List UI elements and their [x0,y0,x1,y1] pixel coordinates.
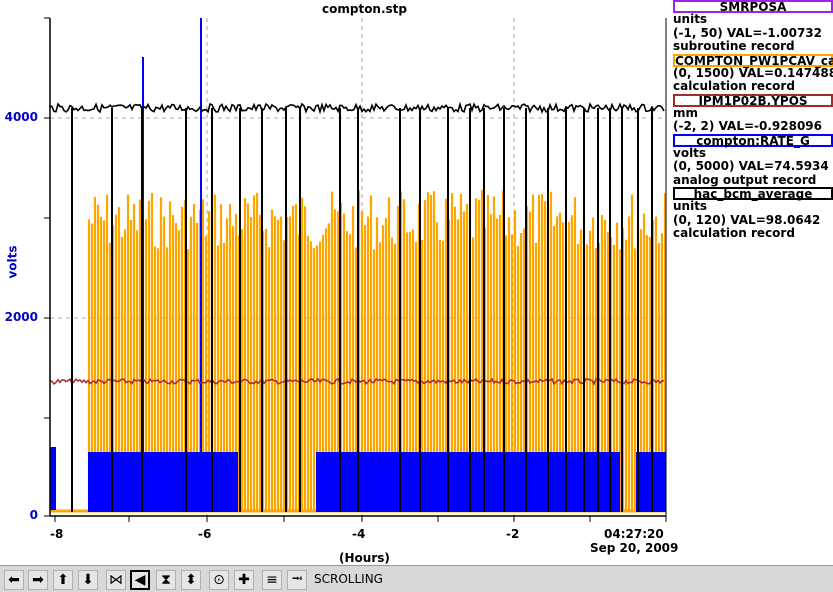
legend-record-type: subroutine record [673,39,795,53]
legend-range-value: (0, 5000) VAL=74.5934 [673,159,829,173]
legend-range-value: (-2, 2) VAL=-0.928096 [673,119,823,133]
scroll-mode-icon[interactable]: ⭲ [287,570,307,590]
y-tick-0: 0 [29,508,38,522]
legend-range-value: (0, 120) VAL=98.0642 [673,212,821,227]
arrow-right-icon[interactable]: ➡ [28,570,48,590]
zoom-in-y-icon[interactable]: ⧗ [156,570,176,590]
autoscale-icon[interactable]: ≡ [262,570,282,590]
zoom-in-x-icon[interactable]: ⋈ [106,570,126,590]
legend-units: units [673,199,708,213]
legend-entry[interactable]: hac_bcm_average units (0, 120) VAL=98.06… [673,187,833,241]
x-tick-minus8: -8 [50,527,64,541]
legend-tag-compton-pw1pcav[interactable]: COMPTON_PW1PCAV_ca [673,53,833,68]
legend: SMRPOSA units (-1, 50) VAL=-1.00732 subr… [673,0,833,241]
legend-units: mm [673,105,699,120]
zoom-out-icon[interactable]: ⊙ [209,570,229,590]
legend-tag-hac-bcm[interactable]: hac_bcm_average [673,187,833,200]
black-trace [49,101,665,115]
y-tick-4000: 4000 [4,110,38,124]
orange-trace [87,190,667,512]
arrow-down-icon[interactable]: ⬇ [78,570,98,590]
status-text: SCROLLING [314,572,383,586]
legend-entry[interactable]: compton:RATE_G volts (0, 5000) VAL=74.59… [673,133,833,188]
x-date-label: Sep 20, 2009 [590,541,679,555]
legend-tag-ipm1p02b[interactable]: IPM1P02B.YPOS [673,93,833,107]
y-tick-2000: 2000 [4,310,38,324]
zoom-out-y-icon[interactable]: ⬍ [181,570,201,590]
legend-entry[interactable]: IPM1P02B.YPOS mm (-2, 2) VAL=-0.928096 [673,93,833,134]
legend-entry[interactable]: COMPTON_PW1PCAV_ca (0, 1500) VAL=0.14748… [673,53,833,94]
blue-band [50,447,56,510]
legend-units: units [673,12,708,26]
legend-tag-rate-g[interactable]: compton:RATE_G [673,133,833,147]
zoom-in-icon[interactable]: ✚ [234,570,254,590]
x-tick-minus6: -6 [198,527,212,541]
axes [44,17,667,522]
x-axis-label: (Hours) [339,551,390,565]
x-tick-minus4: -4 [352,527,366,541]
x-tick-minus2: -2 [506,527,520,541]
legend-entry[interactable]: SMRPOSA units (-1, 50) VAL=-1.00732 subr… [673,0,833,54]
toolbar: ⬅ ➡ ⬆ ⬇ ⋈ ◀ ⧗ ⬍ ⊙ ✚ ≡ ⭲ SCROLLING [0,565,833,592]
plot-area[interactable] [0,0,833,565]
legend-units: volts [673,145,707,160]
legend-range-value: (-1, 50) VAL=-1.00732 [673,25,823,40]
arrow-up-icon[interactable]: ⬆ [53,570,73,590]
plot-title: compton.stp [322,2,408,16]
legend-tag-smrposa[interactable]: SMRPOSA [673,0,833,13]
zoom-out-x-icon[interactable]: ◀ [130,570,150,590]
blue-band [88,452,238,512]
legend-record-type: calculation record [673,79,795,93]
legend-record-type: analog output record [673,172,817,187]
arrow-left-icon[interactable]: ⬅ [4,570,24,590]
blue-band [316,452,620,512]
data-traces [49,18,667,513]
x-time-label: 04:27:20 [604,527,664,541]
legend-record-type: calculation record [673,226,795,240]
y-axis-label: volts [5,245,20,279]
legend-range-value: (0, 1500) VAL=0.147488 [673,65,833,80]
brown-trace [49,377,665,386]
